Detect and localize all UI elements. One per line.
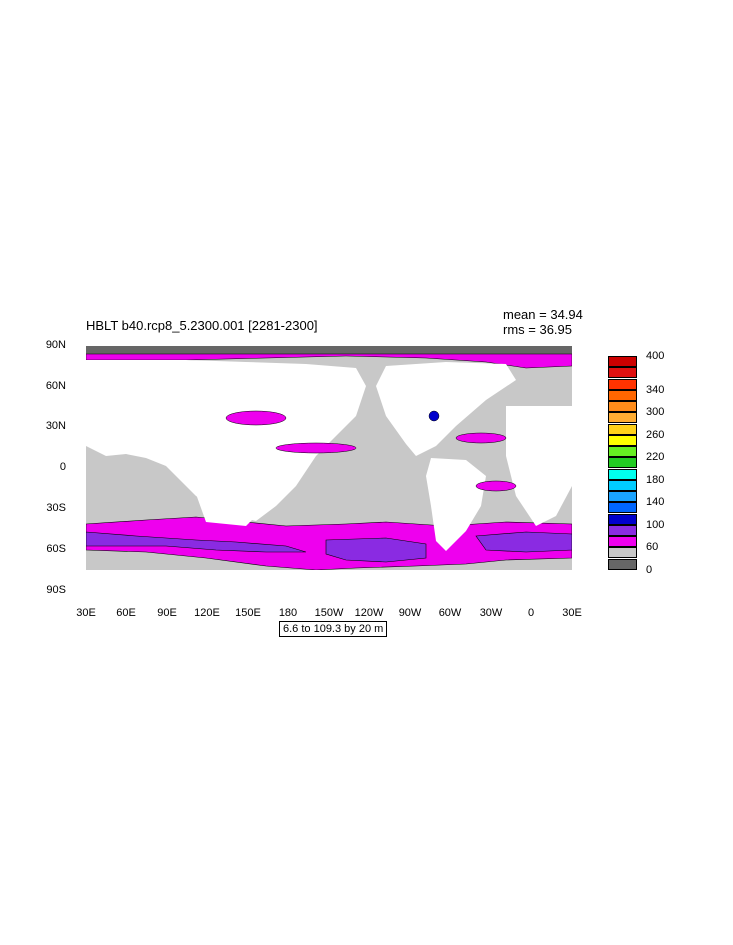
lat-label: 90N xyxy=(45,339,66,351)
colorbar-label: 180 xyxy=(646,473,665,486)
colorbar-label: 260 xyxy=(646,428,665,441)
mean-value: mean = 34.94 xyxy=(503,307,583,322)
lat-label: 60S xyxy=(46,543,66,555)
colorbar-label: 0 xyxy=(646,563,653,576)
plot-stats: mean = 34.94 rms = 36.95 xyxy=(503,307,583,337)
lon-label: 150W xyxy=(314,607,344,619)
colorbar-label: 100 xyxy=(646,518,665,531)
southern-purple-band-pacific xyxy=(325,537,427,563)
lon-label: 150E xyxy=(235,607,261,619)
satl-magenta xyxy=(475,480,517,492)
lon-label: 30W xyxy=(479,607,503,619)
lon-label: 30E xyxy=(562,607,582,619)
lon-label: 90E xyxy=(157,607,177,619)
landmass-australia xyxy=(196,486,266,526)
colorbar-swatch xyxy=(608,468,637,480)
colorbar-label: 340 xyxy=(646,383,665,396)
colorbar-label: 60 xyxy=(646,541,659,554)
colorbar-label: 220 xyxy=(646,451,665,464)
southern-purple-band-atlantic xyxy=(475,531,572,553)
world-contour-map xyxy=(86,346,572,590)
colorbar-swatch xyxy=(608,356,637,367)
colorbar-swatch xyxy=(608,479,637,491)
colorbar-swatch xyxy=(608,389,637,401)
lon-label: 180 xyxy=(278,607,298,619)
landmass-america-south xyxy=(426,458,486,551)
lon-label: 0 xyxy=(527,607,535,619)
antarctic-shelf xyxy=(86,570,572,590)
plot-title: HBLT b40.rcp8_5.2300.001 [2281-2300] xyxy=(86,318,318,333)
lat-label: 90S xyxy=(46,584,66,596)
contour-info-box: 6.6 to 109.3 by 20 m xyxy=(279,621,388,637)
colorbar-swatch xyxy=(608,502,637,514)
colorbar-swatch xyxy=(608,547,637,559)
arctic-dark xyxy=(86,346,572,354)
npac-magenta xyxy=(225,410,287,426)
lon-label: 60W xyxy=(438,607,462,619)
colorbar-swatch xyxy=(608,434,637,446)
southern-purple-band-west xyxy=(86,531,307,553)
lat-label: 0 xyxy=(59,461,66,473)
colorbar-swatch xyxy=(608,367,637,379)
colorbar-swatch xyxy=(608,457,637,469)
lat-label: 30S xyxy=(46,502,66,514)
landmass-eurasia xyxy=(86,360,366,521)
colorbar-label: 400 xyxy=(646,350,665,362)
natl-magenta xyxy=(455,432,507,444)
lat-label: 60N xyxy=(45,380,66,392)
lon-label: 60E xyxy=(116,607,136,619)
colorbar-swatch xyxy=(608,491,637,502)
colorbar-swatch xyxy=(608,558,637,570)
rms-value: rms = 36.95 xyxy=(503,322,573,337)
lon-label: 120W xyxy=(354,607,384,619)
map-panel xyxy=(86,346,572,590)
colorbar-swatch xyxy=(608,423,637,435)
lon-label: 90W xyxy=(398,607,422,619)
colorbar-swatch xyxy=(608,412,637,424)
colorbar-swatch xyxy=(608,446,637,457)
colorbar-label: 300 xyxy=(646,406,665,419)
colorbar-swatch xyxy=(608,524,637,536)
landmass-africa xyxy=(506,406,572,526)
colorbar-swatch xyxy=(608,378,637,390)
colorbar-swatch xyxy=(608,536,637,547)
colorbar-label: 140 xyxy=(646,496,665,509)
lon-label: 120E xyxy=(194,607,220,619)
colorbar-swatch xyxy=(608,513,637,525)
landmass-america-north xyxy=(376,362,516,456)
eqpac-magenta xyxy=(275,442,357,454)
colorbar-swatch xyxy=(608,401,637,412)
lat-label: 30N xyxy=(45,420,66,432)
labrador-blue xyxy=(428,410,440,422)
lon-label: 30E xyxy=(76,607,96,619)
